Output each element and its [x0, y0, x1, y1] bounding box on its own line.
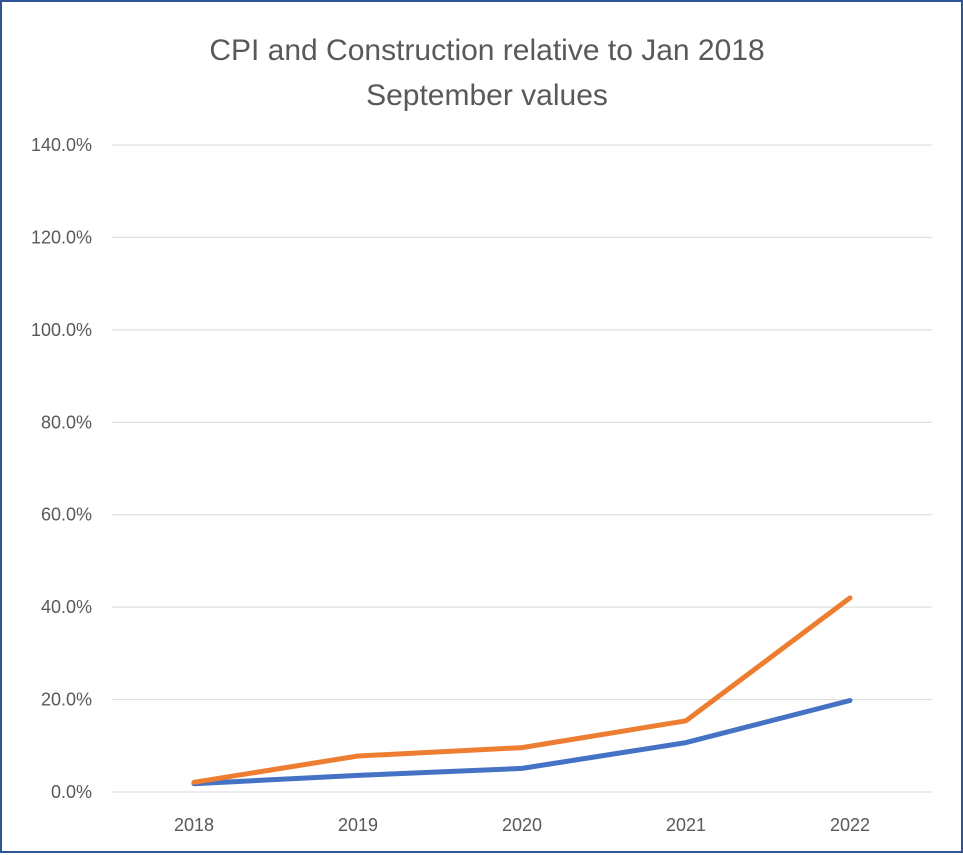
x-tick-label: 2019: [338, 815, 378, 835]
y-tick-label: 120.0%: [31, 227, 92, 247]
series-line-1: [191, 698, 853, 787]
series-lines: [191, 595, 853, 787]
x-tick-label: 2021: [666, 815, 706, 835]
x-axis-ticks: 2018 2019 2020 2021 2022: [174, 815, 870, 835]
y-tick-label: 0.0%: [51, 782, 92, 802]
x-tick-label: 2020: [502, 815, 542, 835]
y-tick-label: 40.0%: [41, 597, 92, 617]
x-tick-label: 2018: [174, 815, 214, 835]
y-tick-label: 20.0%: [41, 690, 92, 710]
chart-subtitle: September values: [366, 79, 608, 112]
gridlines: [112, 144, 932, 793]
y-axis-ticks: 0.0% 20.0% 40.0% 60.0% 80.0% 100.0% 120.0% 140.…: [31, 135, 92, 802]
series-line-2: [191, 595, 853, 785]
y-tick-label: 60.0%: [41, 505, 92, 525]
x-tick-label: 2022: [830, 815, 870, 835]
y-tick-label: 100.0%: [31, 320, 92, 340]
y-tick-label: 80.0%: [41, 412, 92, 432]
y-tick-label: 140.0%: [31, 135, 92, 155]
chart-title: CPI and Construction relative to Jan 201…: [209, 34, 764, 67]
